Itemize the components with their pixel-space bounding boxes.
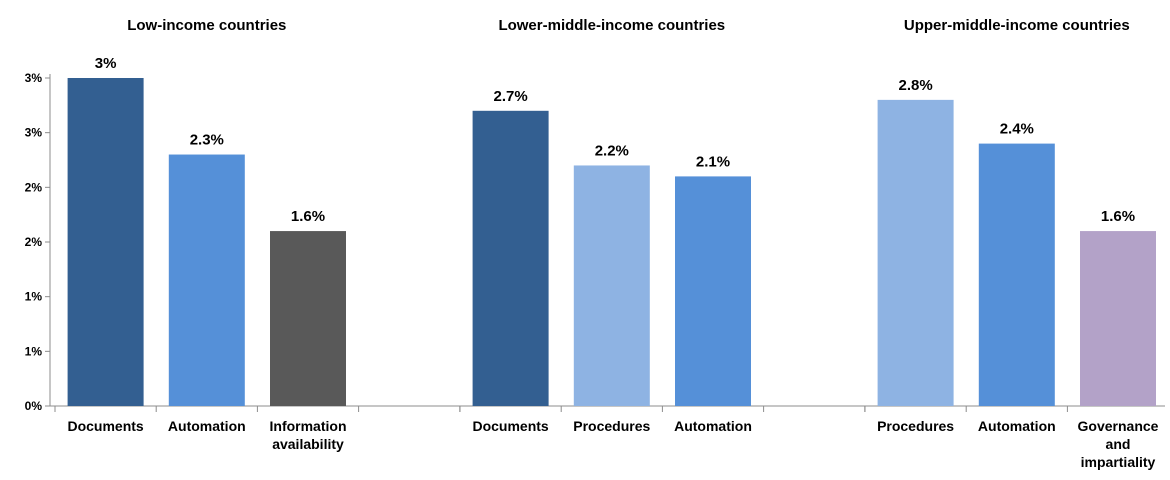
category-label: Automation <box>978 418 1056 434</box>
data-label: 2.4% <box>1000 121 1034 138</box>
panel-title: Low-income countries <box>127 17 286 34</box>
data-label: 2.1% <box>696 153 730 170</box>
y-tick-label: 1% <box>25 344 43 358</box>
bar[interactable] <box>1080 231 1156 406</box>
panel-title: Upper-middle-income countries <box>904 17 1130 34</box>
bar[interactable] <box>67 78 144 406</box>
panel-title: Lower-middle-income countries <box>498 17 725 34</box>
category-label: Governance and impartiality <box>1078 418 1159 470</box>
category-label: Procedures <box>877 418 954 434</box>
y-tick-label: 3% <box>25 126 43 140</box>
data-label: 3% <box>95 55 117 72</box>
category-label: Automation <box>674 418 752 434</box>
category-label: Documents <box>67 418 143 434</box>
y-tick-label: 3% <box>25 71 43 85</box>
data-label: 1.6% <box>1101 208 1135 225</box>
data-label: 2.8% <box>898 77 932 94</box>
y-tick-label: 2% <box>25 235 43 249</box>
bar[interactable] <box>675 176 751 406</box>
category-label: Procedures <box>573 418 650 434</box>
bar[interactable] <box>168 154 245 406</box>
bar[interactable] <box>573 165 650 406</box>
category-label: Information availability <box>270 418 347 452</box>
bar[interactable] <box>877 99 954 406</box>
bar[interactable] <box>270 231 346 406</box>
category-label: Documents <box>472 418 548 434</box>
category-label: Automation <box>168 418 246 434</box>
data-label: 2.3% <box>190 132 224 149</box>
y-tick-label: 0% <box>25 399 43 413</box>
data-label: 2.2% <box>595 142 629 159</box>
data-label: 2.7% <box>493 88 527 105</box>
data-label: 1.6% <box>291 208 325 225</box>
y-tick-label: 2% <box>25 180 43 194</box>
bar[interactable] <box>978 143 1055 406</box>
bar[interactable] <box>472 110 549 407</box>
y-tick-label: 1% <box>25 290 43 304</box>
